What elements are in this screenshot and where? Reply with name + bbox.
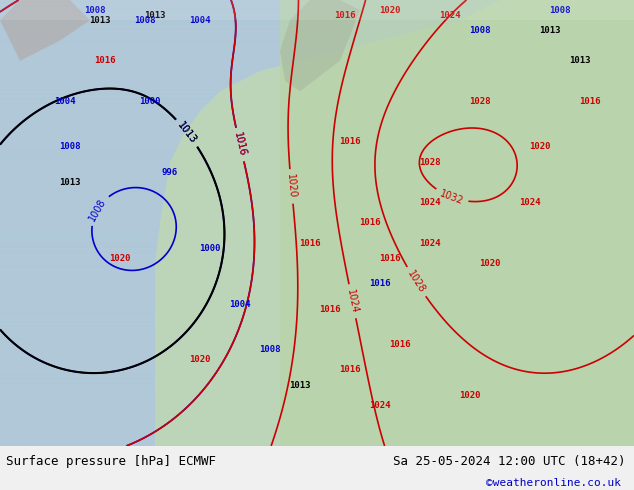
Text: 1008: 1008	[259, 345, 281, 354]
Text: 996: 996	[162, 168, 178, 177]
Text: 1020: 1020	[190, 355, 210, 364]
Text: 1024: 1024	[519, 198, 541, 207]
Text: 1008: 1008	[84, 5, 106, 15]
Text: 1016: 1016	[339, 366, 361, 374]
Text: 1016: 1016	[339, 137, 361, 147]
Polygon shape	[155, 0, 634, 446]
Text: 1016: 1016	[94, 56, 116, 65]
Text: 1016: 1016	[369, 279, 391, 288]
Text: 1024: 1024	[439, 11, 461, 20]
Polygon shape	[0, 0, 90, 61]
Text: Sa 25-05-2024 12:00 UTC (18+42): Sa 25-05-2024 12:00 UTC (18+42)	[393, 455, 626, 468]
Text: 1028: 1028	[405, 269, 427, 295]
Text: 1016: 1016	[334, 11, 356, 20]
Text: 1016: 1016	[379, 254, 401, 263]
Text: ©weatheronline.co.uk: ©weatheronline.co.uk	[486, 478, 621, 489]
Text: 1013: 1013	[145, 11, 165, 20]
Text: 1013: 1013	[176, 120, 198, 146]
Text: 1016: 1016	[359, 219, 381, 227]
Text: 1024: 1024	[419, 239, 441, 248]
Text: 1008: 1008	[469, 26, 491, 35]
Text: 1024: 1024	[419, 198, 441, 207]
Text: 1028: 1028	[419, 158, 441, 167]
Text: 1020: 1020	[285, 173, 297, 199]
Text: 1016: 1016	[579, 97, 601, 106]
Text: 1016: 1016	[320, 305, 340, 314]
Text: 1024: 1024	[369, 401, 391, 410]
Text: 1013: 1013	[540, 26, 560, 35]
Text: 1032: 1032	[438, 188, 465, 206]
Text: 1028: 1028	[469, 97, 491, 106]
Text: 1008: 1008	[59, 143, 81, 151]
Text: 1016: 1016	[299, 239, 321, 248]
Text: 1013: 1013	[289, 381, 311, 390]
Bar	[0, 0, 634, 20]
Polygon shape	[280, 0, 360, 91]
Text: 1020: 1020	[459, 391, 481, 400]
Text: 1020: 1020	[379, 5, 401, 15]
Text: 1020: 1020	[109, 254, 131, 263]
Text: 1008: 1008	[134, 16, 156, 25]
Text: 1020: 1020	[479, 259, 501, 268]
Text: 1013: 1013	[59, 178, 81, 187]
Text: 1013: 1013	[89, 16, 111, 25]
Text: 1004: 1004	[230, 299, 251, 309]
Text: 1016: 1016	[232, 132, 248, 158]
Text: 1004: 1004	[190, 16, 210, 25]
Text: 1016: 1016	[232, 132, 248, 158]
Text: 1000: 1000	[199, 244, 221, 253]
Text: 1004: 1004	[55, 97, 75, 106]
Text: 1016: 1016	[389, 340, 411, 349]
Text: 1013: 1013	[569, 56, 591, 65]
Text: 1008: 1008	[87, 196, 108, 223]
Text: 1020: 1020	[529, 143, 551, 151]
Text: 1008: 1008	[549, 5, 571, 15]
Text: Surface pressure [hPa] ECMWF: Surface pressure [hPa] ECMWF	[6, 455, 216, 468]
Text: 1013: 1013	[176, 120, 198, 146]
Text: 1024: 1024	[345, 288, 359, 314]
Polygon shape	[280, 0, 634, 446]
Text: 1000: 1000	[139, 97, 161, 106]
